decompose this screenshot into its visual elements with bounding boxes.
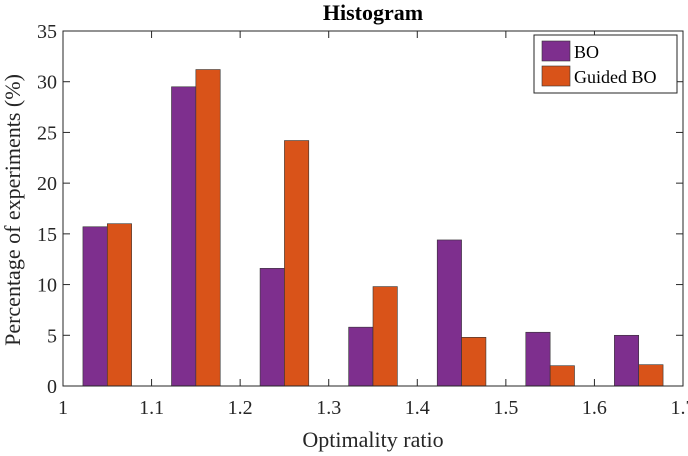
- y-tick-label: 20: [37, 173, 57, 195]
- x-tick-label: 1.4: [405, 397, 430, 419]
- x-tick-label: 1.2: [228, 397, 253, 419]
- y-tick-label: 25: [37, 122, 57, 144]
- legend: BO Guided BO: [533, 34, 678, 94]
- y-tick-label: 5: [47, 325, 57, 347]
- x-tick-label: 1.3: [316, 397, 341, 419]
- bar-bo: [171, 86, 197, 387]
- x-tick-label: 1.7: [671, 397, 688, 419]
- plot-area-box: [62, 30, 684, 387]
- bar-guided-bo: [461, 337, 487, 387]
- y-tick-label: 0: [47, 376, 57, 398]
- y-tick-label: 30: [37, 72, 57, 94]
- bar-guided-bo: [284, 140, 310, 387]
- y-tick-label: 15: [37, 224, 57, 246]
- x-tick-label: 1.6: [582, 397, 607, 419]
- bar-guided-bo: [106, 223, 132, 387]
- bar-bo: [259, 268, 285, 387]
- x-tick-label: 1.5: [493, 397, 518, 419]
- x-axis-title: Optimality ratio: [302, 427, 443, 452]
- legend-label: BO: [574, 42, 599, 62]
- bar-bo: [82, 226, 108, 387]
- legend-swatch: [541, 40, 571, 62]
- bar-bo: [348, 326, 374, 387]
- bar-guided-bo: [638, 364, 664, 387]
- y-axis-title: Percentage of experiments (%): [0, 74, 25, 346]
- bar-bo: [614, 334, 640, 387]
- bar-guided-bo: [549, 365, 575, 387]
- x-tick-label: 1: [58, 397, 68, 419]
- bar-guided-bo: [372, 286, 398, 387]
- y-tick-label: 10: [37, 275, 57, 297]
- bar-guided-bo: [195, 69, 221, 387]
- bar-bo: [436, 239, 462, 387]
- chart-title: Histogram: [323, 0, 423, 25]
- bar-bo: [525, 331, 551, 387]
- legend-label: Guided BO: [574, 67, 657, 87]
- y-tick-label: 35: [37, 21, 57, 43]
- x-tick-label: 1.1: [139, 397, 164, 419]
- legend-swatch: [541, 65, 571, 87]
